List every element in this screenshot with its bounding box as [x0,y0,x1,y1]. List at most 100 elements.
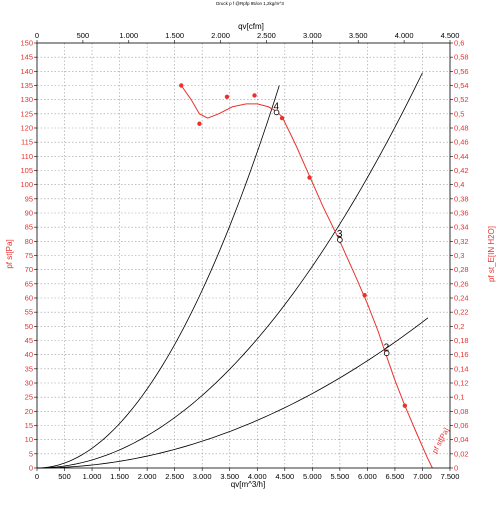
x-tick-label: 1.000 [83,472,102,481]
x2-tick-label: 4.500 [441,31,460,40]
fan-measurement-point [362,292,367,298]
x-axis-title: qv[m^3/h] [231,480,265,489]
y2-tick-label: 0,32 [454,237,469,246]
y-tick-label: 100 [20,180,33,189]
y-tick-label: 120 [20,124,33,133]
x2-tick-label: 2.000 [211,31,230,40]
y2-tick-label: 0,52 [454,95,469,104]
y-tick-label: 110 [21,152,33,161]
y-tick-label: 140 [20,67,33,76]
x-tick-label: 6.500 [386,472,405,481]
operating-point-marker [273,109,280,116]
fan-measurement-point [252,93,257,98]
y-tick-label: 0 [29,464,33,473]
fan-measurement-point [279,115,285,121]
y-tick-label: 55 [25,308,33,317]
y2-tick-label: 0,5 [454,109,464,118]
y2-tick-label: 0,14 [454,364,469,373]
chart-title: Druck p f @Rpfp 95/on 1,2kg/m^3 [216,1,284,6]
operating-point-label: 4 [274,101,280,112]
y-tick-label: 75 [25,251,33,260]
operating-point-marker [383,350,390,357]
operating-point-label: 2 [384,342,390,353]
y-tick-label: 115 [21,138,33,147]
y2-tick-label: 0,36 [454,209,469,218]
plot-border [36,42,451,469]
x-tick-label: 7.500 [441,472,460,481]
x-tick-label: 500 [58,472,71,481]
y-axis-title: pf st[Pa] [5,239,14,268]
x2-tick-label: 1.500 [165,31,184,40]
x-tick-label: 6.000 [358,472,377,481]
y2-tick-label: 0,44 [454,152,469,161]
fan-measurement-point [179,83,184,88]
fan-measurement-point [224,94,230,100]
operating-point-marker [337,237,343,243]
x-tick-label: 7.000 [413,472,432,481]
operating-point-label: 3 [337,229,343,240]
y-tick-label: 50 [25,322,33,331]
fan-measurement-point [197,121,202,126]
y2-tick-label: 0,42 [454,166,469,175]
system-curve-1 [36,85,280,469]
x2-tick-label: 0 [35,31,39,40]
y2-tick-label: 0,48 [454,124,469,133]
x2-tick-label: 3.000 [303,31,322,40]
y2-tick-label: 0,56 [454,67,469,76]
y-tick-label: 80 [25,237,33,246]
x-tick-label: 2.500 [165,472,184,481]
x-tick-label: 0 [35,472,39,481]
y2-tick-label: 0,04 [454,435,469,444]
x2-tick-label: 3.500 [349,31,368,40]
y-tick-label: 25 [25,393,33,402]
y2-tick-label: 0,3 [454,251,464,260]
x2-tick-label: 500 [77,31,90,40]
x-tick-label: 2.000 [138,472,157,481]
operating-points: 2 3 4 [273,101,390,357]
system-curve-2 [36,72,423,469]
y-tick-label: 65 [25,279,33,288]
y2-tick-label: 0,06 [454,421,469,430]
y2-tick-label: 0,16 [454,350,469,359]
y2-tick-label: 0,54 [454,81,469,90]
y2-tick-label: 0,12 [454,379,469,388]
grid [34,40,453,471]
y-tick-label: 135 [20,81,33,90]
y2-tick-label: 0,18 [454,336,469,345]
x-tick-label: 5.000 [303,472,322,481]
y2-tick-label: 0,46 [454,138,469,147]
fan-curve-label: pf st[Pa] [430,426,451,455]
x2-tick-label: 1.000 [119,31,138,40]
system-curves [36,72,429,469]
y2-tick-label: 0,4 [454,180,464,189]
y2-tick-label: 0,6 [454,39,464,48]
y-tick-label: 45 [25,336,33,345]
tick-labels: 0 500 1.000 1.500 2.000 2.500 3.000 3.500 4.000 4… [20,31,468,481]
y2-tick-label: 0,24 [454,294,469,303]
y-tick-label: 20 [25,407,33,416]
y2-tick-label: 0,38 [454,194,469,203]
y-tick-label: 10 [25,435,33,444]
y2-tick-label: 0,34 [454,223,469,232]
x-tick-label: 5.500 [330,472,349,481]
y-tick-label: 125 [20,109,33,118]
x-tick-label: 4.500 [275,472,294,481]
fan-measurement-point [402,403,408,408]
system-curve-3 [36,317,429,469]
y-tick-label: 30 [25,379,33,388]
y2-tick-label: 0,26 [454,279,469,288]
y-tick-label: 105 [20,166,33,175]
y2-tick-label: 0,58 [454,53,469,62]
y-tick-label: 90 [25,209,33,218]
y-tick-label: 70 [25,265,33,274]
y-tick-label: 5 [29,449,33,458]
y-tick-label: 145 [20,53,33,62]
x-tick-label: 1.500 [110,472,129,481]
y2-tick-label: 0,08 [454,407,469,416]
y-tick-label: 85 [25,223,33,232]
y2-tick-label: 0,02 [454,449,469,458]
y-tick-label: 60 [25,294,33,303]
y-tick-label: 130 [20,95,33,104]
